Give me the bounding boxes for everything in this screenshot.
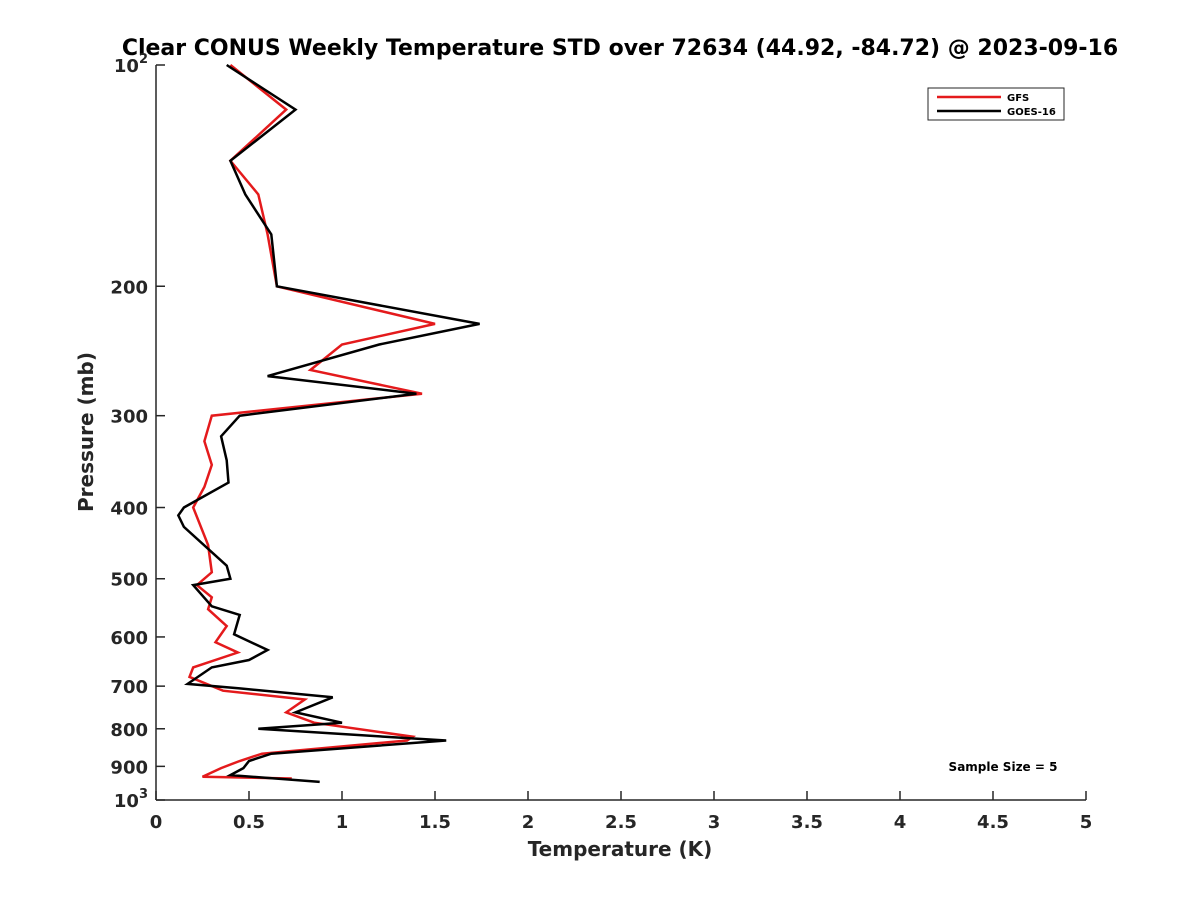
x-tick-label: 3: [708, 812, 721, 833]
x-tick-label: 2: [522, 812, 535, 833]
x-tick-label: 0.5: [233, 812, 265, 833]
x-tick-label: 1: [336, 812, 349, 833]
legend-label-goes16: GOES-16: [1007, 107, 1056, 118]
sample-size-annotation: Sample Size = 5: [949, 760, 1058, 774]
x-tick-label: 4: [894, 812, 907, 833]
y-axis-label: Pressure (mb): [74, 352, 98, 512]
x-axis-label: Temperature (K): [528, 837, 713, 861]
y-tick-label: 103: [114, 787, 148, 812]
chart-title: Clear CONUS Weekly Temperature STD over …: [122, 36, 1118, 61]
y-tick-label: 102: [114, 52, 148, 77]
series-layer: [176, 63, 480, 784]
y-tick-label: 300: [110, 407, 148, 428]
x-tick-label: 2.5: [605, 812, 637, 833]
y-tick-label: 900: [110, 757, 148, 778]
x-tick-label: 3.5: [791, 812, 823, 833]
series-line-goes16: [176, 63, 480, 784]
x-tick-label: 5: [1080, 812, 1093, 833]
y-tick-label: 600: [110, 628, 148, 649]
legend-label-gfs: GFS: [1007, 93, 1029, 104]
y-tick-label: 700: [110, 677, 148, 698]
y-tick-label: 500: [110, 570, 148, 591]
y-ticks: 102 200 300 400 500 600 700 800 900 103: [110, 52, 165, 812]
x-tick-label: 4.5: [977, 812, 1009, 833]
x-tick-label: 0: [150, 812, 163, 833]
legend: GFS GOES-16: [927, 87, 1065, 121]
x-ticks: 0 0.5 1 1.5 2 2.5 3 3.5 4 4.5 5: [150, 791, 1093, 833]
legend-box: [927, 87, 1065, 121]
y-tick-label: 800: [110, 720, 148, 741]
x-tick-label: 1.5: [419, 812, 451, 833]
y-tick-label: 400: [110, 499, 148, 520]
y-tick-label: 200: [110, 277, 148, 298]
